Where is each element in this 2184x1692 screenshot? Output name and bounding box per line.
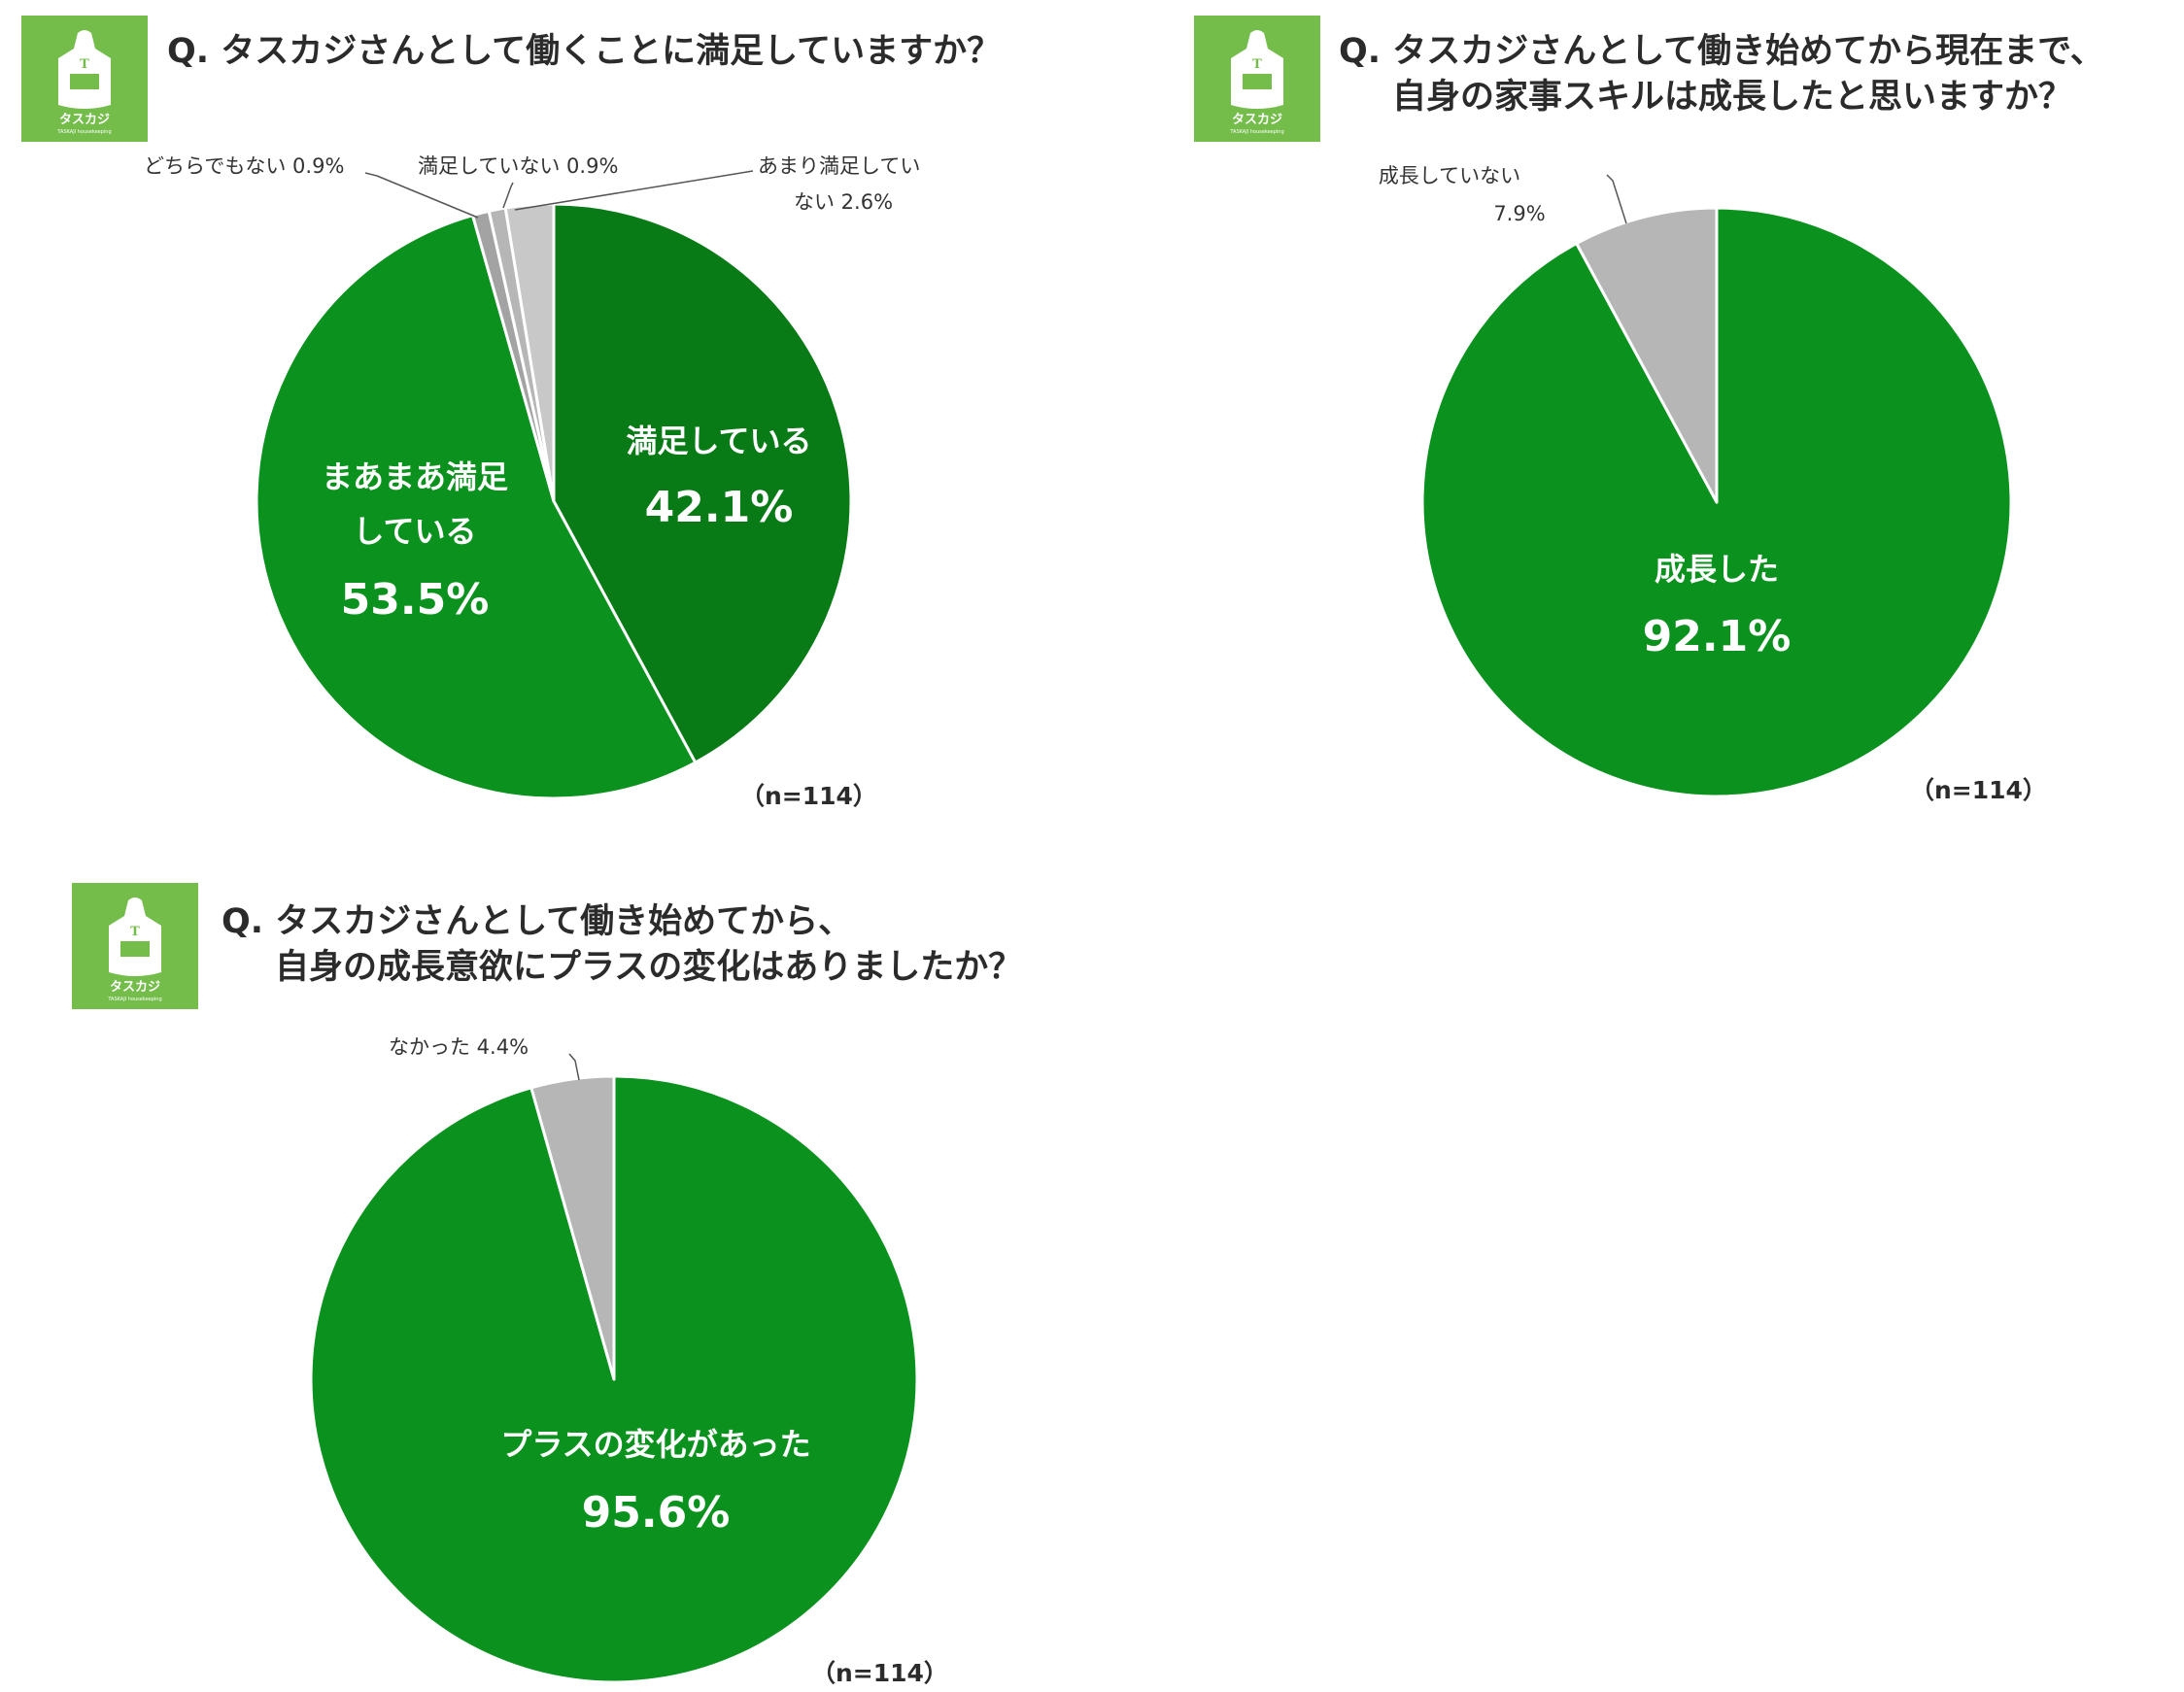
leader-line — [568, 1053, 580, 1081]
pie-slice-1 — [529, 1074, 616, 1381]
chart-panel-motivation: T タスカジ TASKAJI housekeeping Q. タスカジさんとして働き… — [0, 855, 1069, 1692]
leader-line — [1606, 174, 1627, 224]
slice-label: 満足している — [626, 423, 811, 459]
slice-label: プラスの変化があった — [500, 1426, 810, 1463]
pie-chart-skill-growth: 成長した 92.1% 成長していない 7.9% — [1379, 164, 2013, 798]
chart-title-line1: Q. タスカジさんとして働き始めてから、 — [222, 902, 853, 941]
sample-size-label: （n=114） — [811, 1659, 948, 1687]
apron-icon: T タスカジ TASKAJI housekeeping — [21, 16, 148, 142]
slice-label: している — [353, 513, 476, 550]
chart-title-line1: Q. タスカジさんとして働き始めてから現在まで、 — [1339, 32, 2104, 71]
svg-text:T: T — [80, 57, 89, 72]
taskaji-logo: T タスカジ TASKAJI housekeeping — [21, 16, 148, 142]
chart-title-line2: 自身の家事スキルは成長したと思いますか？ — [1392, 78, 2073, 117]
slice-label: 成長した — [1655, 551, 1779, 588]
slice-value: 42.1% — [645, 483, 794, 532]
callout-label: 7.9% — [1493, 202, 1545, 225]
pie-slice-1 — [1575, 206, 1719, 504]
chart-title-line1: Q. タスカジさんとして働くことに満足していますか？ — [167, 32, 1002, 71]
pie-slice-0 — [552, 202, 853, 764]
apron-icon: T タスカジ TASKAJI housekeeping — [72, 883, 198, 1009]
svg-text:TASKAJI housekeeping: TASKAJI housekeeping — [107, 997, 161, 1002]
slice-value: 92.1% — [1643, 612, 1792, 661]
slice-value: 95.6% — [582, 1488, 731, 1538]
sample-size-label: （n=114） — [1910, 776, 2047, 804]
slice-value: 53.5% — [341, 575, 490, 625]
chart-panel-skill-growth: T タスカジ TASKAJI housekeeping Q. タスカジさんとして働き… — [1069, 0, 2184, 835]
svg-text:TASKAJI housekeeping: TASKAJI housekeeping — [1229, 129, 1283, 135]
svg-text:タスカジ: タスカジ — [110, 980, 160, 995]
chart-title: Q. タスカジさんとして働くことに満足していますか？ — [167, 29, 1001, 75]
leader-line — [514, 170, 754, 211]
svg-text:T: T — [1252, 57, 1262, 72]
svg-text:TASKAJI housekeeping: TASKAJI housekeeping — [56, 129, 111, 135]
chart-title-line2: 自身の成長意欲にプラスの変化はありましたか？ — [275, 948, 1023, 987]
taskaji-logo: T タスカジ TASKAJI housekeeping — [72, 883, 198, 1009]
sample-size-label: （n=114） — [740, 782, 877, 810]
svg-text:T: T — [130, 925, 140, 939]
taskaji-logo: T タスカジ TASKAJI housekeeping — [1194, 16, 1320, 142]
leader-line — [502, 182, 514, 209]
chart-title: Q. タスカジさんとして働き始めてから、 自身の成長意欲にプラスの変化はありまし… — [222, 899, 1022, 991]
chart-title: Q. タスカジさんとして働き始めてから現在まで、 自身の家事スキルは成長したと思… — [1339, 29, 2104, 120]
pie-chart-motivation: プラスの変化があった 95.6% なかった 4.4% — [309, 1035, 919, 1684]
callout-label: ない 2.6% — [794, 190, 893, 214]
pie-slice-1 — [255, 214, 698, 800]
svg-text:タスカジ: タスカジ — [1232, 113, 1282, 127]
callout-label: なかった 4.4% — [389, 1035, 529, 1059]
callout-label: 満足していない 0.9% — [418, 154, 618, 178]
svg-text:タスカジ: タスカジ — [59, 113, 110, 127]
callout-label: あまり満足してい — [758, 154, 920, 178]
apron-icon: T タスカジ TASKAJI housekeeping — [1194, 16, 1320, 142]
slice-label: まあまあ満足 — [322, 458, 508, 495]
chart-panel-satisfaction: T タスカジ TASKAJI housekeeping Q. タスカジさんとして働く… — [0, 0, 1069, 835]
leader-line — [364, 172, 479, 219]
callout-label: 成長していない — [1379, 164, 1520, 187]
callout-label: どちらでもない 0.9% — [144, 154, 344, 178]
